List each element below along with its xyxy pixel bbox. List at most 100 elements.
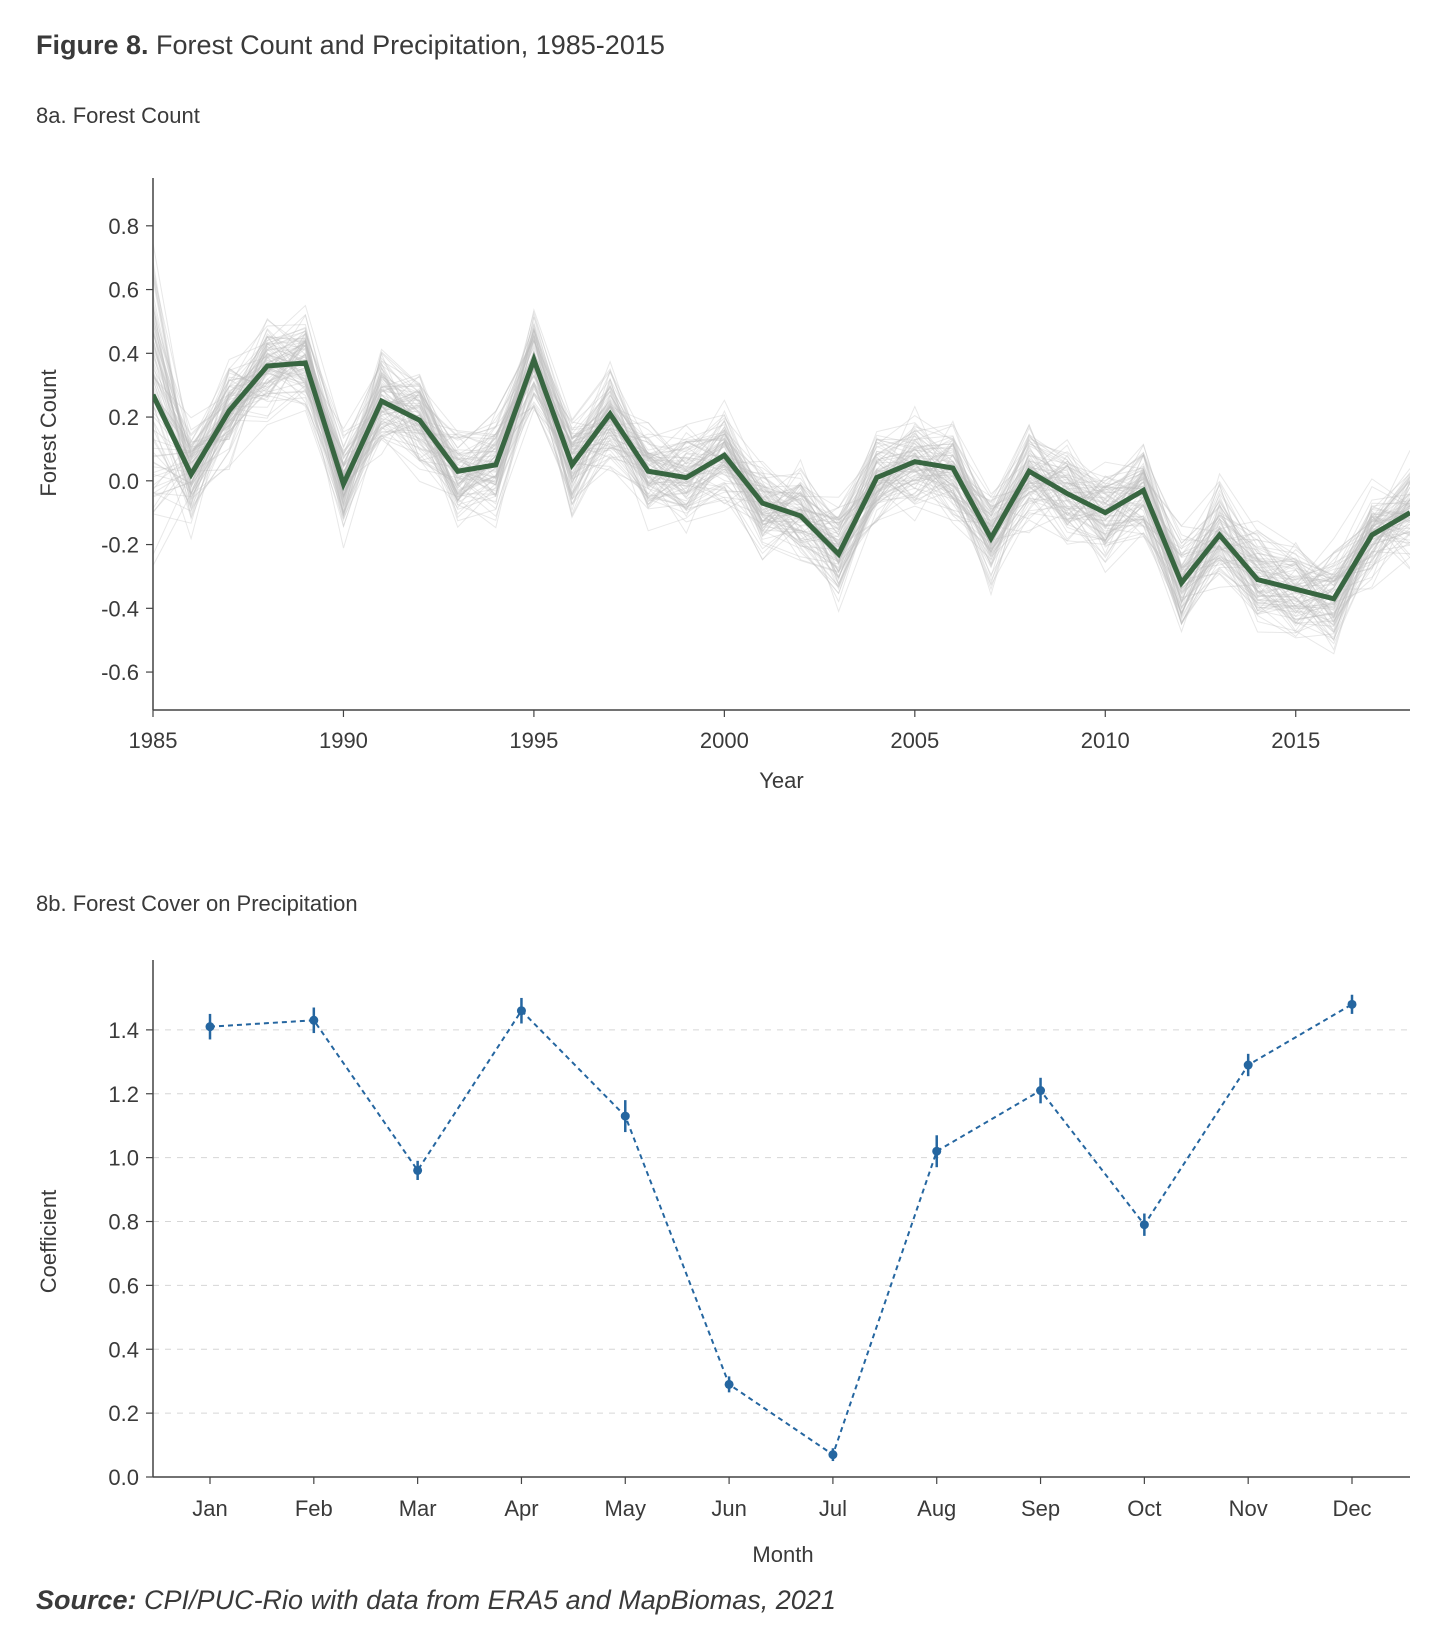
x-tick-label: Nov	[1229, 1496, 1268, 1521]
data-point	[309, 1015, 319, 1025]
x-tick-label: May	[604, 1496, 646, 1521]
background-line	[153, 328, 1410, 594]
background-line	[153, 328, 1410, 611]
precipitation-coefficient-chart: 0.0 0.2 0.4 0.6 0.8 1.0 1.2 1.4 Jan Feb Mar Apr May J…	[36, 960, 1410, 1567]
forest-count-chart: -0.6 -0.4 -0.2 0.0 0.2 0.4 0.6 0.8 1985 1990 1995 2…	[36, 178, 1410, 793]
background-line	[153, 316, 1410, 583]
data-point	[1243, 1060, 1253, 1070]
background-line	[153, 304, 1410, 602]
figure-title: Figure 8. Forest Count and Precipitation…	[36, 30, 665, 61]
y-axis-label: Coefficient	[36, 1190, 61, 1294]
background-line	[153, 320, 1410, 596]
data-point	[620, 1111, 630, 1121]
y-tick-label: 0.2	[108, 405, 139, 430]
background-line	[153, 370, 1410, 602]
background-line	[153, 323, 1410, 604]
background-line	[153, 335, 1410, 612]
y-tick-label: -0.2	[101, 533, 139, 558]
background-line	[153, 275, 1410, 605]
y-tick-label: 1.2	[108, 1082, 139, 1107]
source-text: CPI/PUC-Rio with data from ERA5 and MapB…	[144, 1585, 836, 1615]
x-tick-label: 1990	[319, 728, 368, 753]
source-note: Source: CPI/PUC-Rio with data from ERA5 …	[36, 1585, 836, 1616]
background-line	[153, 331, 1410, 593]
background-line	[153, 362, 1410, 610]
background-line	[153, 348, 1410, 627]
background-line	[153, 340, 1410, 627]
figure-title-text: Forest Count and Precipitation, 1985-201…	[156, 30, 665, 60]
background-line	[153, 352, 1410, 620]
x-tick-label: 1995	[509, 728, 558, 753]
data-point	[932, 1146, 942, 1156]
background-line	[153, 261, 1410, 616]
data-point	[724, 1379, 734, 1389]
x-tick-label: Apr	[504, 1496, 538, 1521]
background-line	[153, 330, 1410, 588]
background-line	[153, 314, 1410, 609]
data-point	[516, 1006, 526, 1016]
y-tick-label: 0.0	[108, 1465, 139, 1490]
background-line	[153, 335, 1410, 638]
data-point	[413, 1165, 423, 1175]
background-line	[153, 312, 1410, 633]
background-line	[153, 348, 1410, 627]
background-line	[153, 300, 1410, 624]
panel-8b-title: 8b. Forest Cover on Precipitation	[36, 891, 358, 916]
data-point	[1347, 999, 1357, 1009]
background-line	[153, 324, 1410, 606]
data-point	[205, 1022, 215, 1032]
data-point	[1139, 1220, 1149, 1230]
y-tick-label: 0.6	[108, 278, 139, 303]
background-line	[153, 365, 1410, 621]
background-line	[153, 308, 1410, 589]
background-line	[153, 310, 1410, 619]
x-axis-label: Month	[752, 1542, 813, 1567]
background-line	[153, 356, 1410, 627]
background-line	[153, 321, 1410, 580]
state-average-line	[153, 352, 1410, 602]
background-line	[153, 353, 1410, 625]
background-line	[153, 319, 1410, 603]
x-tick-label: Jun	[711, 1496, 746, 1521]
x-tick-label: Sep	[1021, 1496, 1060, 1521]
background-lines	[153, 243, 1410, 655]
x-tick-label: 2015	[1271, 728, 1320, 753]
y-tick-label: 0.2	[108, 1401, 139, 1426]
background-line	[153, 350, 1410, 634]
background-line	[153, 330, 1410, 598]
background-line	[153, 354, 1410, 621]
x-tick-label: 2005	[890, 728, 939, 753]
figure-label: Figure 8.	[36, 30, 149, 60]
background-line	[153, 332, 1410, 606]
background-line	[153, 338, 1410, 618]
background-line	[153, 387, 1410, 642]
y-tick-label: 1.0	[108, 1146, 139, 1171]
background-line	[153, 354, 1410, 590]
background-line	[153, 335, 1410, 616]
y-tick-label: -0.6	[101, 660, 139, 685]
background-line	[153, 337, 1410, 639]
background-line	[153, 367, 1410, 623]
x-tick-label: 2000	[700, 728, 749, 753]
y-tick-label: 0.0	[108, 469, 139, 494]
background-line	[153, 328, 1410, 614]
background-line	[153, 339, 1410, 594]
y-axis-label: Forest Count	[36, 369, 61, 496]
background-line	[153, 339, 1410, 625]
panel-8a-title: 8a. Forest Count	[36, 103, 200, 128]
background-line	[153, 354, 1410, 625]
x-tick-label: Jan	[192, 1496, 227, 1521]
coefficient-line	[209, 1003, 1353, 1457]
x-tick-label: Dec	[1332, 1496, 1371, 1521]
x-tick-label: Feb	[295, 1496, 333, 1521]
background-line	[153, 371, 1410, 622]
x-axis-label: Year	[759, 768, 803, 793]
y-tick-label: 1.4	[108, 1018, 139, 1043]
background-line	[153, 345, 1410, 651]
y-tick-label: 0.8	[108, 214, 139, 239]
data-point	[828, 1450, 838, 1460]
background-line	[153, 342, 1410, 640]
background-line	[153, 337, 1410, 599]
background-line	[153, 335, 1410, 589]
background-line	[153, 328, 1410, 587]
